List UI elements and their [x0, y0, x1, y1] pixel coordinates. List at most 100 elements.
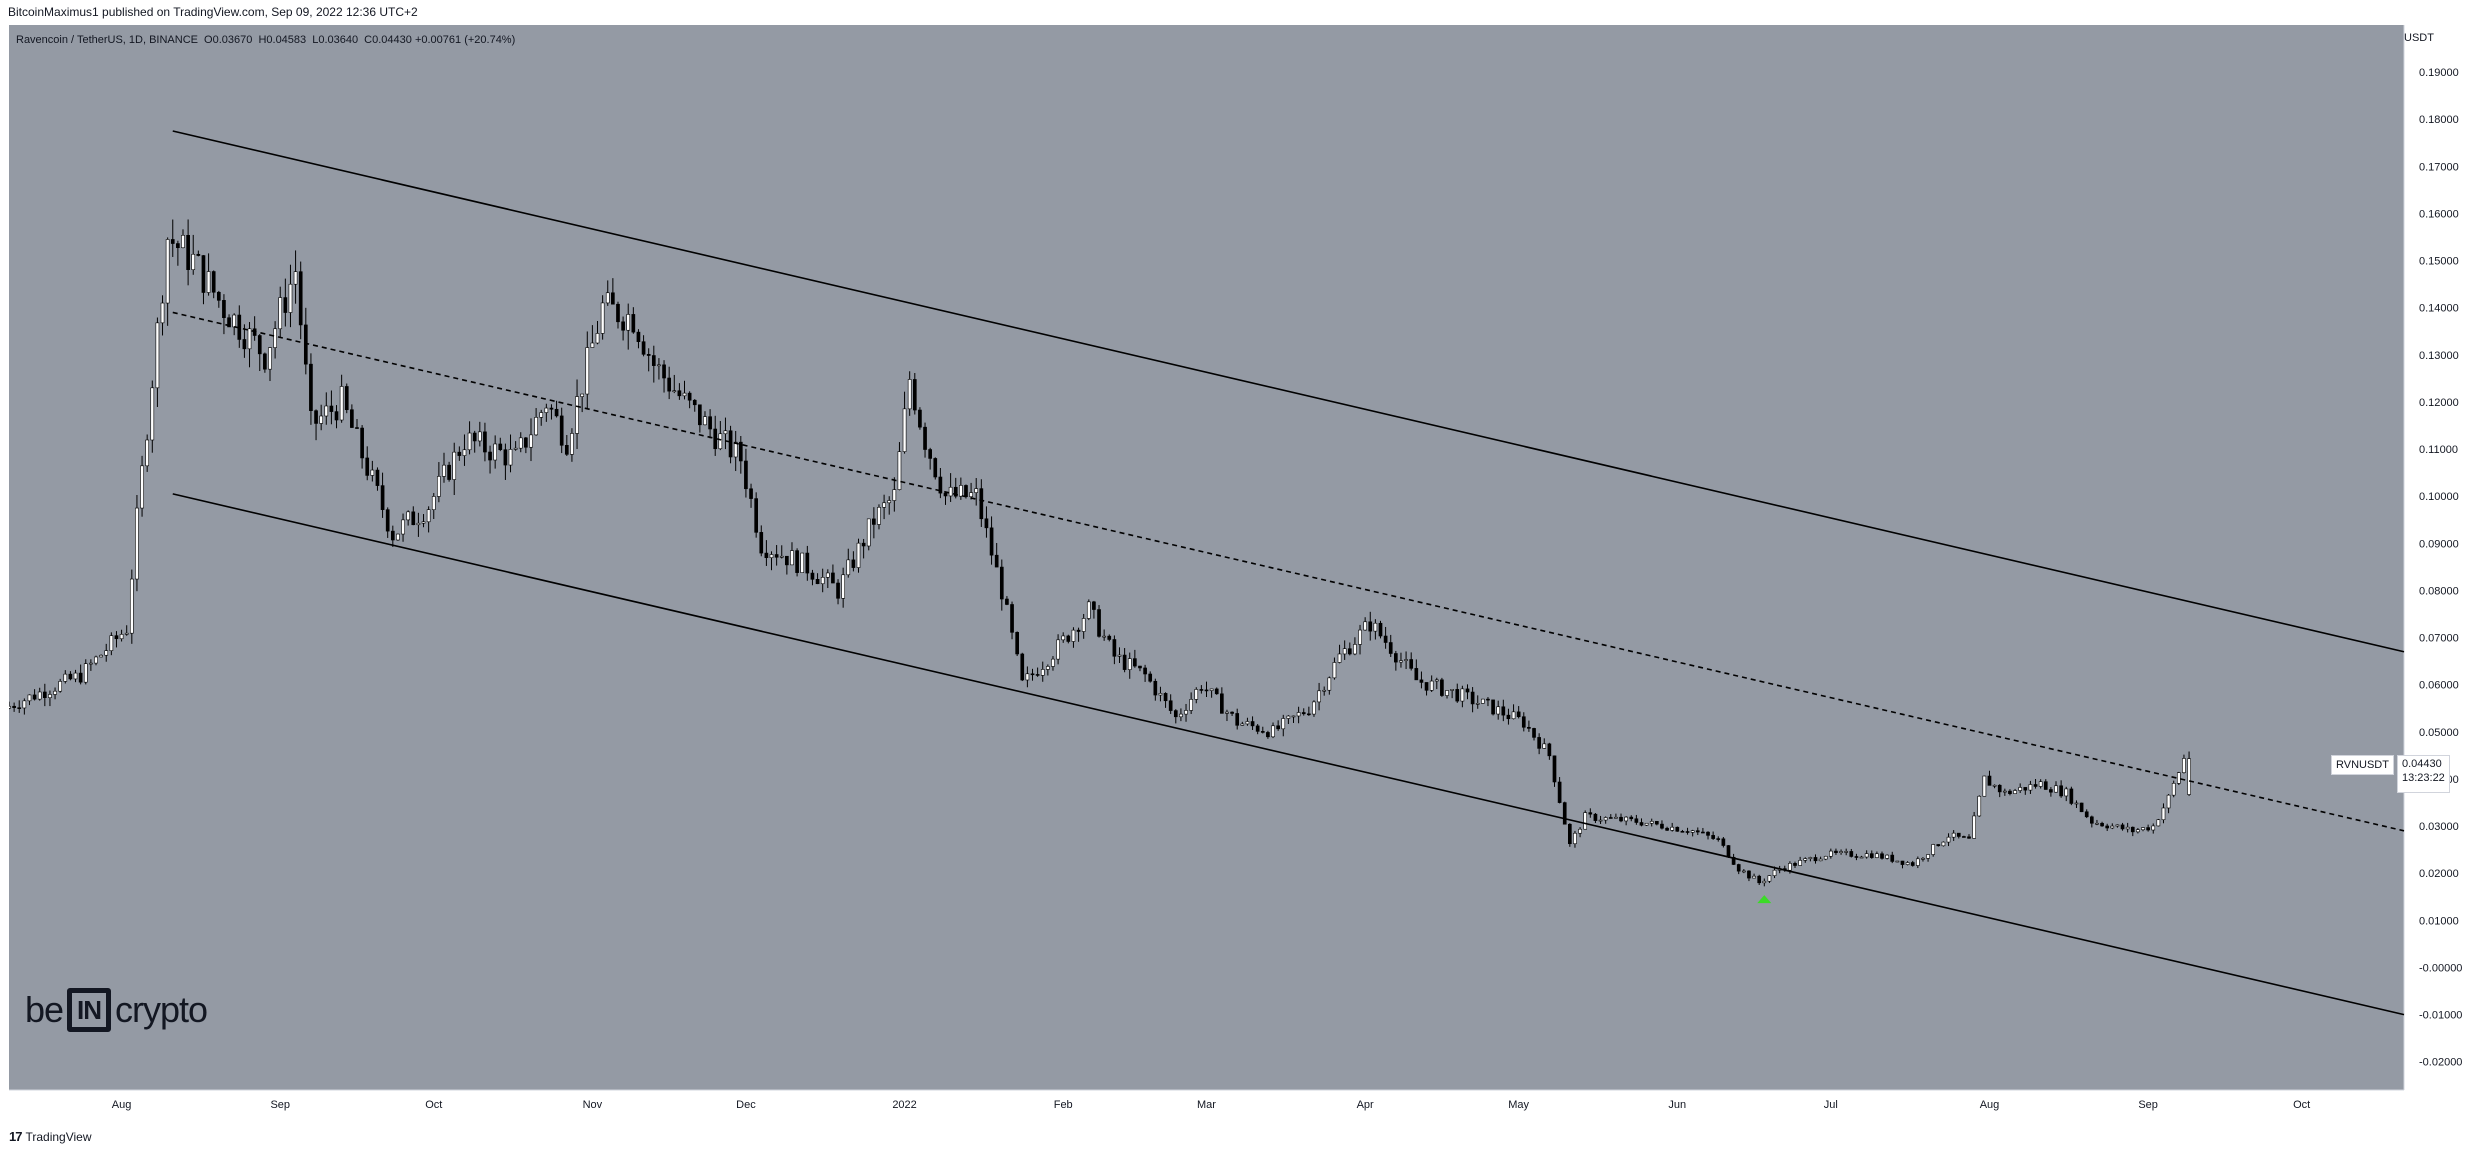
candle-body	[488, 451, 492, 461]
candle-body	[1296, 712, 1301, 717]
candle-body	[227, 317, 231, 328]
candle-body	[73, 672, 78, 680]
candle-body	[1921, 858, 1925, 860]
candle-body	[1066, 635, 1071, 642]
candle-body	[48, 694, 52, 698]
candle-body	[1655, 821, 1659, 825]
candle-body	[1496, 706, 1501, 715]
candle-body	[534, 417, 538, 436]
candle-body	[575, 396, 579, 434]
y-tick-label: -0.02000	[2419, 1057, 2462, 1069]
y-tick-label: 0.14000	[2419, 303, 2459, 315]
candle-body	[641, 341, 646, 355]
candle-body	[626, 314, 631, 331]
candle-body	[703, 416, 707, 426]
x-tick-label: Aug	[1980, 1099, 2000, 1111]
candle-body	[191, 253, 196, 270]
candle-body	[1910, 862, 1915, 866]
y-tick-label: 0.09000	[2419, 538, 2459, 550]
candle-body	[1353, 644, 1357, 655]
candle-body	[1127, 658, 1132, 670]
candle-body	[1977, 795, 1982, 817]
price-tag-symbol: RVNUSDT	[2331, 755, 2394, 775]
candle-body	[1419, 679, 1424, 683]
candle-body	[779, 555, 784, 558]
chart-area[interactable]: 0.19000 0.18000 0.17000 0.16000 0.15000 0.140…	[9, 25, 2465, 1121]
candle-body	[1634, 818, 1639, 823]
candle-body	[129, 578, 134, 634]
candle-body	[1199, 689, 1204, 691]
candle-body	[1854, 856, 1859, 858]
candle-body	[165, 239, 170, 304]
candle-body	[1829, 850, 1833, 857]
candle-body	[1798, 860, 1802, 866]
candle-body	[170, 239, 175, 244]
y-tick-label: 0.18000	[2419, 114, 2459, 126]
candle-body	[1956, 832, 1961, 837]
candle-body	[1547, 743, 1552, 757]
candle-body	[344, 386, 349, 411]
channel-middle-line	[172, 311, 2405, 832]
candle-body	[1808, 857, 1813, 859]
candle-body	[2141, 827, 2145, 831]
y-tick-label: -0.00000	[2419, 962, 2462, 974]
legend-change: +0.00761 (+20.74%)	[414, 34, 516, 46]
candle-body	[467, 432, 472, 451]
candle-body	[1440, 679, 1444, 696]
candle-body	[1373, 622, 1378, 632]
candle-body	[2105, 825, 2110, 829]
candle-body	[370, 469, 375, 476]
candle-body	[887, 500, 892, 504]
candle-body	[314, 410, 318, 424]
channel-upper-line	[172, 130, 2405, 653]
legend-close-label: C	[364, 34, 373, 46]
x-tick-label: Sep	[2138, 1099, 2158, 1111]
candle-body	[2049, 789, 2053, 793]
x-tick-label: Mar	[1197, 1099, 1216, 1111]
candle-body	[1629, 816, 1634, 820]
candle-body	[611, 292, 615, 305]
candle-body	[600, 302, 605, 334]
candle-body	[462, 449, 467, 456]
candle-body	[186, 235, 190, 270]
candle-body	[2136, 829, 2140, 833]
candle-body	[1701, 831, 1705, 834]
candle-body	[1593, 813, 1598, 821]
candle-body	[616, 303, 620, 323]
candle-body	[1527, 726, 1531, 729]
candle-body	[1332, 662, 1337, 679]
candle-body	[877, 506, 881, 525]
candle-body	[1905, 862, 1910, 865]
candle-body	[1470, 691, 1475, 705]
candle-body	[1521, 716, 1526, 728]
candle-body	[708, 416, 712, 430]
candle-body	[1885, 854, 1889, 859]
candle-body	[590, 342, 595, 348]
candle-body	[2002, 790, 2007, 793]
candle-body	[815, 579, 820, 585]
candle-body	[1941, 841, 1946, 847]
candle-body	[2054, 785, 2058, 793]
candle-body	[324, 405, 329, 417]
candle-body	[1680, 831, 1685, 833]
candle-body	[181, 235, 185, 249]
candle-body	[334, 411, 339, 421]
candle-body	[1644, 822, 1649, 826]
candle-body	[457, 451, 462, 456]
candle-body	[749, 488, 753, 499]
x-tick-label: Oct	[425, 1099, 442, 1111]
x-tick-label: Dec	[736, 1099, 756, 1111]
candle-body	[406, 511, 411, 521]
candle-body	[1056, 639, 1060, 660]
candle-body	[631, 314, 636, 333]
candle-body	[1818, 858, 1823, 862]
candle-body	[974, 488, 979, 493]
candle-body	[1260, 731, 1265, 733]
candlestick-chart[interactable]: 0.19000 0.18000 0.17000 0.16000 0.15000 0.140…	[9, 25, 2465, 1121]
candle-body	[68, 673, 73, 680]
candle-body	[1726, 845, 1731, 858]
candle-body	[1194, 689, 1199, 700]
candle-body	[1424, 682, 1429, 691]
x-tick-label: Feb	[1054, 1099, 1073, 1111]
price-tag-countdown: 13:23:22	[2401, 772, 2445, 784]
